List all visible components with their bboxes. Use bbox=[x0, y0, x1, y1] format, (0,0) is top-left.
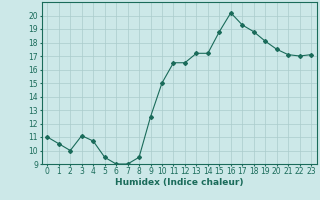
X-axis label: Humidex (Indice chaleur): Humidex (Indice chaleur) bbox=[115, 178, 244, 187]
